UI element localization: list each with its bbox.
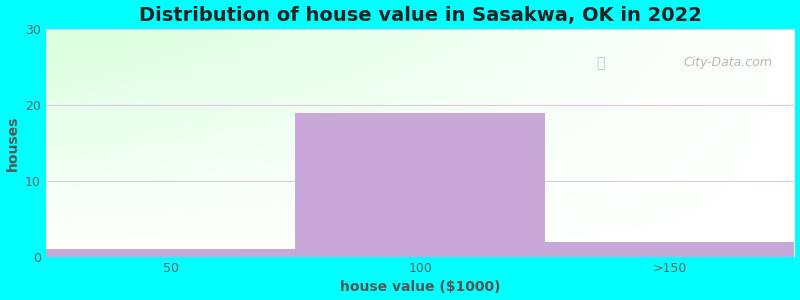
Bar (46, 249, 295, 257)
X-axis label: house value ($1000): house value ($1000) (340, 280, 500, 294)
Bar (295, 112, 545, 257)
Bar (545, 242, 794, 257)
Title: Distribution of house value in Sasakwa, OK in 2022: Distribution of house value in Sasakwa, … (138, 6, 702, 25)
Text: ⦿: ⦿ (596, 56, 605, 70)
Text: City-Data.com: City-Data.com (683, 56, 772, 69)
Y-axis label: houses: houses (6, 115, 19, 171)
